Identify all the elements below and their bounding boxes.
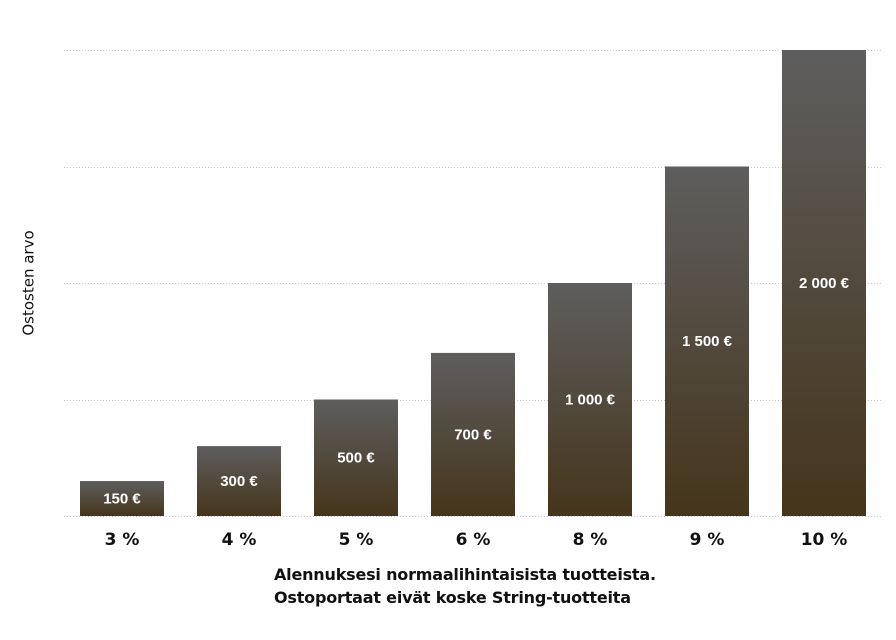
x-axis-title: Alennuksesi normaalihintaisista tuotteis… xyxy=(274,563,656,609)
bar-value-label: 2 000 € xyxy=(799,275,850,292)
bar-value-label: 300 € xyxy=(220,473,258,490)
x-axis-title-line-2: Ostoportaat eivät koske String-tuotteita xyxy=(274,588,631,607)
x-tick-label: 10 % xyxy=(801,530,848,550)
bar-value-label: 1 000 € xyxy=(565,391,616,408)
x-tick-labels: 3 % 4 % 5 % 6 % 8 % 9 % 10 % xyxy=(105,530,848,550)
x-axis-title-line-1: Alennuksesi normaalihintaisista tuotteis… xyxy=(274,565,656,584)
bar xyxy=(548,283,632,516)
bar xyxy=(197,446,281,516)
x-tick-label: 9 % xyxy=(690,530,725,550)
bar-value-label: 1 500 € xyxy=(682,333,733,350)
bars xyxy=(80,50,866,516)
bar xyxy=(314,399,398,516)
x-tick-label: 6 % xyxy=(456,530,491,550)
y-axis-title: Ostosten arvo xyxy=(20,230,38,335)
bar xyxy=(665,166,749,516)
x-tick-label: 5 % xyxy=(339,530,374,550)
bar xyxy=(80,481,164,516)
x-tick-label: 3 % xyxy=(105,530,140,550)
bar-value-label: 700 € xyxy=(454,426,492,443)
x-tick-label: 4 % xyxy=(222,530,257,550)
bar xyxy=(431,352,515,516)
bar-value-label: 500 € xyxy=(337,450,375,467)
x-tick-label: 8 % xyxy=(573,530,608,550)
bar xyxy=(782,50,866,516)
bar-value-labels: 150 € 300 € 500 € 700 € 1 000 € 1 500 € 2 000 … xyxy=(103,275,849,508)
bar-value-label: 150 € xyxy=(103,490,141,507)
